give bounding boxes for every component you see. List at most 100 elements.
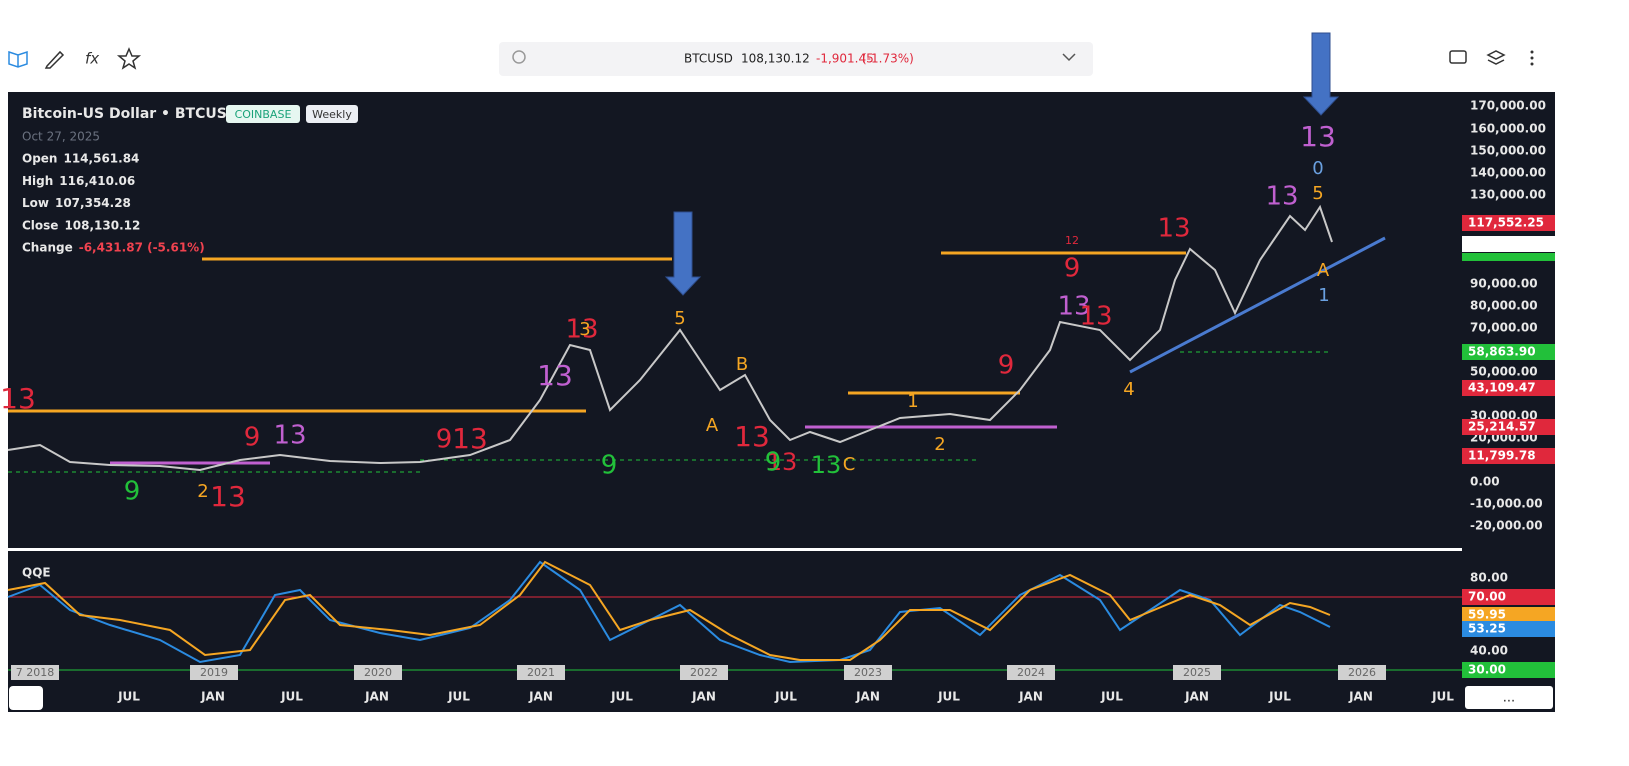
dropdown-icon[interactable] xyxy=(1062,53,1076,62)
legend-title: Bitcoin-US Dollar • BTCUSD xyxy=(22,106,238,122)
time-label: JUL xyxy=(280,690,303,704)
year-box xyxy=(11,665,59,680)
qqe-panel xyxy=(8,551,1462,685)
legend-label: Change xyxy=(22,241,73,255)
price: 108,130.12 xyxy=(741,52,810,66)
legend-label: Open xyxy=(22,152,57,166)
annotation: 13 xyxy=(1265,182,1298,212)
annotation: 12 xyxy=(1065,234,1079,247)
annotation: B xyxy=(736,354,748,375)
time-label: JAN xyxy=(528,690,553,704)
pencil-icon[interactable] xyxy=(44,50,65,69)
year-box xyxy=(190,665,238,680)
year-box xyxy=(1338,665,1386,680)
year-box xyxy=(354,665,402,680)
annotation: 2 xyxy=(197,481,208,502)
price-label: 80,000.00 xyxy=(1470,299,1538,313)
qqe-badge-label: 70.00 xyxy=(1468,590,1506,604)
legend-label: High xyxy=(22,174,53,188)
year-label: 2022 xyxy=(690,666,718,679)
annotation: 0 xyxy=(1312,158,1323,179)
year-label: 2026 xyxy=(1348,666,1376,679)
annotation: A xyxy=(1317,260,1330,281)
camera-icon[interactable] xyxy=(1449,50,1467,64)
fx-icon[interactable]: fx xyxy=(85,50,99,68)
annotation: 1 xyxy=(907,391,918,412)
price-label: 90,000.00 xyxy=(1470,277,1538,291)
price-label: -10,000.00 xyxy=(1470,497,1543,511)
price-path xyxy=(7,204,1333,472)
year-label: 2025 xyxy=(1183,666,1211,679)
time-label: JUL xyxy=(447,690,470,704)
year-label: 7 2018 xyxy=(16,666,55,679)
annotation: 13 xyxy=(767,448,798,476)
price-badge xyxy=(1462,380,1555,396)
price-label: -20,000.00 xyxy=(1470,519,1543,533)
price-badge xyxy=(1462,215,1555,231)
price-label: 160,000.00 xyxy=(1470,122,1546,136)
time-label: JAN xyxy=(364,690,389,704)
time-label: JUL xyxy=(117,690,140,704)
legend-value: 108,130.12 xyxy=(64,218,140,232)
legend-value: 114,561.84 xyxy=(63,152,139,166)
year-label: 2021 xyxy=(527,666,555,679)
annotation: 13 xyxy=(452,422,488,455)
annotation: 2 xyxy=(934,434,945,455)
price-badge xyxy=(1462,253,1555,261)
annotation: 13 xyxy=(273,421,306,451)
legend-label: Close xyxy=(22,218,58,232)
price-badge-label: 58,863.90 xyxy=(1468,345,1536,359)
year-label: 2020 xyxy=(364,666,392,679)
time-label: JUL xyxy=(1268,690,1291,704)
symbol: BTCUSD xyxy=(684,52,733,66)
qqe-axis-label: 40.00 xyxy=(1470,644,1508,658)
annotation: 13 xyxy=(537,359,573,392)
legend-label: Low xyxy=(22,196,49,210)
annotation: 13 xyxy=(811,451,842,479)
price-badge-label: 11,799.78 xyxy=(1468,449,1536,463)
menu-icon[interactable] xyxy=(1530,50,1534,66)
annotation: 9 xyxy=(244,423,261,453)
exchange-tag xyxy=(226,105,300,123)
legend-value: -6,431.87 (-5.61%) xyxy=(79,241,205,255)
year-label: 2019 xyxy=(200,666,228,679)
time-label: JAN xyxy=(1018,690,1043,704)
annotation: 13 xyxy=(1157,214,1190,244)
annotation: 13 xyxy=(734,420,770,453)
legend-date: Oct 27, 2025 xyxy=(22,130,100,144)
book-icon[interactable] xyxy=(8,50,28,68)
year-box xyxy=(1173,665,1221,680)
annotation: 5 xyxy=(1312,183,1323,204)
time-label: JAN xyxy=(1348,690,1373,704)
search-icon xyxy=(512,50,526,64)
layers-icon[interactable] xyxy=(1486,50,1506,65)
time-axis xyxy=(8,685,1555,712)
star-icon[interactable] xyxy=(116,47,142,70)
interval: Weekly xyxy=(312,108,352,121)
annotation: 9 xyxy=(436,425,453,455)
qqe-slow xyxy=(7,560,1331,661)
arrow xyxy=(1302,32,1340,116)
price-badge xyxy=(1462,236,1555,252)
price-label: 170,000.00 xyxy=(1470,99,1546,113)
qqe-axis-label: 80.00 xyxy=(1470,571,1508,585)
more-label[interactable]: ... xyxy=(1503,691,1515,706)
qqe-label: QQE xyxy=(22,566,51,580)
price-label: 70,000.00 xyxy=(1470,321,1538,335)
year-box xyxy=(517,665,565,680)
change: -1,901.45 xyxy=(816,52,874,66)
nav-button[interactable] xyxy=(9,686,43,710)
annotation: A xyxy=(706,415,719,436)
time-label: JUL xyxy=(937,690,960,704)
annotation: 13 xyxy=(210,480,246,513)
annotation: 13 xyxy=(1300,120,1336,153)
price-badge-label: 43,109.47 xyxy=(1468,381,1536,395)
price-label: 130,000.00 xyxy=(1470,188,1546,202)
year-label: 2024 xyxy=(1017,666,1045,679)
change-pct: (-1.73%) xyxy=(862,52,914,66)
more-button[interactable] xyxy=(1465,686,1553,709)
toolbar: fx BTCUSD 108,130.12 -1,901.45 (-1.73%) xyxy=(8,42,1534,76)
annotation: 9 xyxy=(998,351,1015,381)
search-bar[interactable] xyxy=(499,42,1093,76)
